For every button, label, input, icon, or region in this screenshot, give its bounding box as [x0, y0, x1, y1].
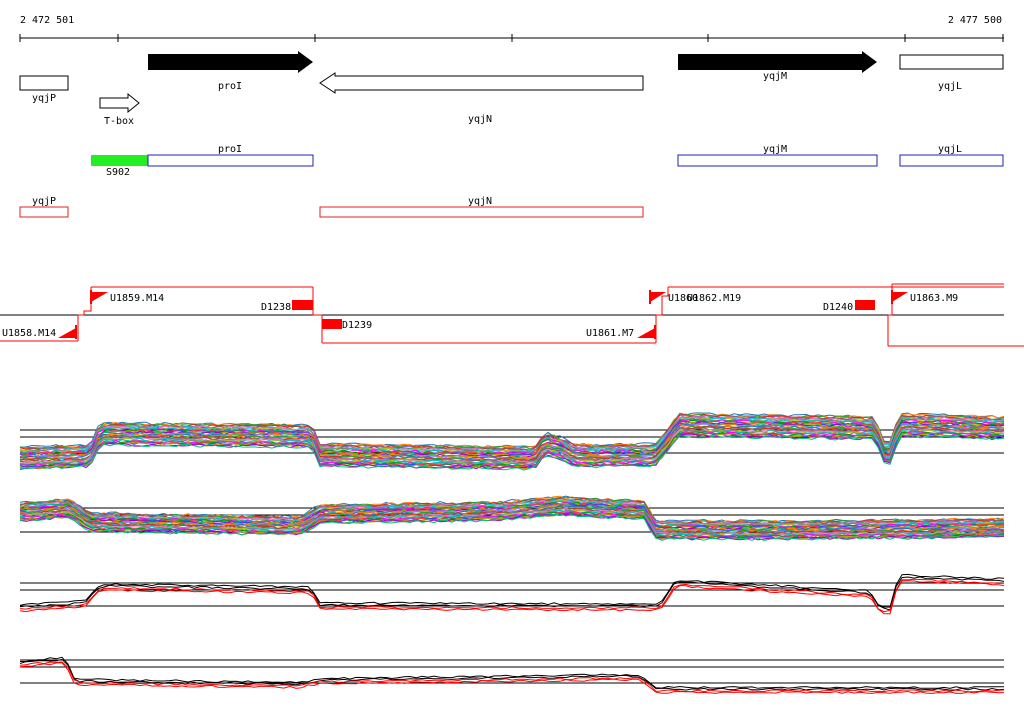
tbox-arrow[interactable]: [99, 92, 140, 114]
segment-u1859-label: U1859.M14: [110, 293, 164, 304]
profile-line: [19, 416, 1005, 453]
antisense-yqjP-label: yqjP: [32, 196, 56, 207]
ruler-ticks: [19, 34, 1004, 42]
profile-line: [19, 424, 1005, 461]
profile-line: [19, 413, 1005, 450]
annotation-track: proI yqjN yqjM yqjL yqjP T-box: [19, 51, 1004, 127]
gene-yqjL-label: yqjL: [938, 81, 962, 92]
down-shift-block-d1240[interactable]: [855, 300, 875, 310]
antisense-track: yqjP yqjN: [19, 196, 644, 218]
up-shift-flag-u1858[interactable]: [58, 328, 76, 338]
coordinate-ruler: 2 472 501 2 477 500: [19, 15, 1004, 42]
ruler-start-label: 2 472 501: [20, 15, 74, 26]
gene-yqjL-box[interactable]: [899, 54, 1004, 70]
segment-u1861-label: U1861.M7: [586, 328, 634, 339]
segmentation-track: U1859.M14 U1860 U1862.M19 U1863.M9 U1858…: [0, 283, 1024, 347]
gene-yqjN-label: yqjN: [468, 114, 492, 125]
profile-line: [19, 505, 1005, 533]
profile-line: [19, 658, 1005, 691]
flag-pole: [654, 325, 656, 339]
sigma-s902-label: S902: [106, 167, 130, 178]
transcript-track: S902 proI yqjM yqjL: [91, 144, 1004, 178]
up-shift-flag-u1859[interactable]: [91, 292, 108, 302]
transcript-yqjL-label: yqjL: [938, 144, 962, 155]
profile-line: [19, 578, 1005, 613]
profile-line: [19, 580, 1005, 615]
down-shift-block-d1239[interactable]: [322, 319, 342, 329]
expression-profile-sense-summary: [19, 573, 1005, 615]
up-shift-flag-u1860[interactable]: [650, 292, 666, 302]
ruler-end-label: 2 477 500: [948, 15, 1002, 26]
profile-line: [19, 662, 1005, 694]
expression-profile-antisense-multi: [19, 495, 1005, 542]
flag-pole: [649, 290, 651, 304]
profile-line: [19, 661, 1005, 693]
gene-yqjN-arrow[interactable]: [319, 72, 644, 94]
profile-line: [19, 427, 1005, 464]
transcript-yqjL-box[interactable]: [899, 154, 1004, 167]
antisense-yqjN-label: yqjN: [468, 196, 492, 207]
gene-proI-label: proI: [218, 81, 242, 92]
sigma-s902-bar[interactable]: [91, 155, 148, 166]
profile-reference-lines: [20, 659, 1004, 684]
transcript-yqjM-box[interactable]: [677, 154, 878, 167]
up-shift-flag-u1861[interactable]: [637, 328, 655, 338]
tbox-label: T-box: [104, 116, 134, 127]
antisense-yqjN-box[interactable]: [319, 206, 644, 218]
gene-yqjM-arrow[interactable]: [678, 51, 877, 73]
antisense-yqjP-box[interactable]: [19, 206, 69, 218]
profile-line: [19, 496, 1005, 524]
expression-profile-sense-multi: [19, 412, 1005, 471]
segment-u1863-label: U1863.M9: [910, 293, 958, 304]
segment-connector: [77, 287, 92, 341]
transcript-proI-box[interactable]: [147, 154, 314, 167]
profile-lines: [19, 412, 1005, 471]
gene-yqjM-label: yqjM: [763, 71, 787, 82]
profile-lines: [19, 573, 1005, 615]
expression-profile-antisense-summary: [19, 656, 1005, 694]
segment-d1240-label: D1240: [823, 302, 853, 313]
profile-line: [19, 513, 1005, 542]
profile-line: [19, 434, 1005, 471]
segment-u1858-label: U1858.M14: [2, 328, 56, 339]
segment-u1860-label: U1860: [668, 293, 698, 304]
gene-proI-arrow[interactable]: [148, 51, 313, 73]
segment-u1862-label: U1862.M19: [687, 293, 741, 304]
gene-yqjP-box[interactable]: [19, 75, 69, 91]
segment-d1239-label: D1239: [342, 320, 372, 331]
profile-line: [19, 501, 1005, 529]
profile-line: [19, 419, 1005, 456]
profile-lines: [19, 656, 1005, 694]
profile-line: [19, 433, 1005, 470]
transcript-yqjM-label: yqjM: [763, 144, 787, 155]
segment-connector: [312, 287, 323, 343]
flag-pole: [891, 290, 893, 304]
profile-line: [20, 656, 1004, 689]
flag-pole: [90, 290, 92, 304]
profile-lines: [19, 495, 1005, 542]
profile-line: [19, 573, 1005, 608]
down-shift-block-d1238[interactable]: [292, 300, 313, 310]
segment-d1238-label: D1238: [261, 302, 291, 313]
up-shift-flag-u1863[interactable]: [892, 292, 908, 302]
profile-line: [19, 576, 1005, 611]
transcript-proI-label: proI: [218, 144, 242, 155]
gene-yqjP-label: yqjP: [32, 93, 56, 104]
flag-pole: [75, 325, 77, 339]
segment-connector: [655, 287, 669, 343]
